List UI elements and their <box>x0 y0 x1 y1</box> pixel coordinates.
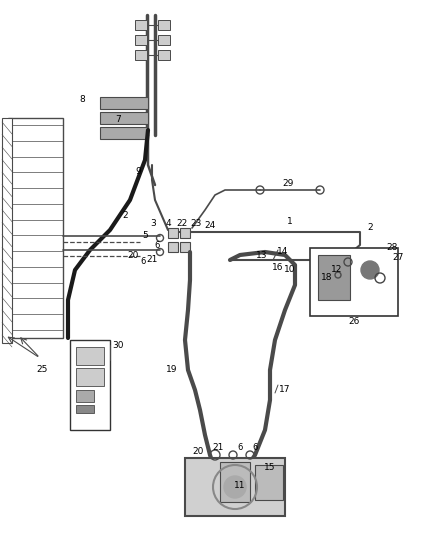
Text: 6: 6 <box>154 241 160 251</box>
Bar <box>135 50 147 60</box>
Bar <box>318 255 350 300</box>
Bar <box>168 242 178 252</box>
Bar <box>8 118 63 338</box>
Text: 15: 15 <box>264 464 276 472</box>
Bar <box>100 97 148 109</box>
Bar <box>70 340 110 430</box>
Text: 6: 6 <box>140 256 146 265</box>
Bar <box>310 248 398 316</box>
Text: 24: 24 <box>205 222 215 230</box>
Text: 1: 1 <box>287 217 293 227</box>
Text: 10: 10 <box>284 265 296 274</box>
Bar <box>255 465 283 500</box>
Text: 4: 4 <box>165 220 171 229</box>
Bar <box>220 462 250 502</box>
Text: 27: 27 <box>392 254 404 262</box>
Bar <box>100 127 148 139</box>
Bar <box>168 228 178 238</box>
Text: 2: 2 <box>122 211 128 220</box>
Text: 19: 19 <box>166 366 178 375</box>
Text: 26: 26 <box>348 318 360 327</box>
Text: 28: 28 <box>386 243 398 252</box>
Bar <box>76 347 104 365</box>
Bar <box>180 228 190 238</box>
Bar <box>185 458 285 516</box>
Text: 23: 23 <box>191 220 201 229</box>
Text: 17: 17 <box>279 385 291 394</box>
Bar <box>2 118 12 343</box>
Bar <box>135 20 147 30</box>
Text: 12: 12 <box>331 265 343 274</box>
Text: 6: 6 <box>252 443 258 453</box>
Bar <box>76 405 94 413</box>
Text: 16: 16 <box>272 263 284 272</box>
Bar <box>158 35 170 45</box>
Text: 5: 5 <box>142 231 148 240</box>
Text: 13: 13 <box>256 251 268 260</box>
Bar <box>135 35 147 45</box>
Text: 22: 22 <box>177 220 187 229</box>
Text: 20: 20 <box>127 251 139 260</box>
Text: 21: 21 <box>146 255 158 264</box>
Text: 14: 14 <box>277 247 289 256</box>
Text: 11: 11 <box>234 481 246 489</box>
Text: 2: 2 <box>367 223 373 232</box>
Circle shape <box>224 476 246 498</box>
Text: 3: 3 <box>150 220 156 229</box>
Text: 7: 7 <box>115 116 121 125</box>
Bar <box>158 20 170 30</box>
Text: 6: 6 <box>237 443 243 453</box>
Text: 21: 21 <box>212 442 224 451</box>
Bar <box>158 50 170 60</box>
Text: 29: 29 <box>283 179 294 188</box>
Text: 25: 25 <box>36 366 48 375</box>
Text: 9: 9 <box>135 167 141 176</box>
Circle shape <box>361 261 379 279</box>
Bar <box>76 368 104 386</box>
Bar <box>100 112 148 124</box>
Bar <box>180 242 190 252</box>
Text: 30: 30 <box>112 341 124 350</box>
Text: 18: 18 <box>321 273 333 282</box>
Bar <box>76 390 94 402</box>
Text: 20: 20 <box>192 448 204 456</box>
Text: 8: 8 <box>79 95 85 104</box>
